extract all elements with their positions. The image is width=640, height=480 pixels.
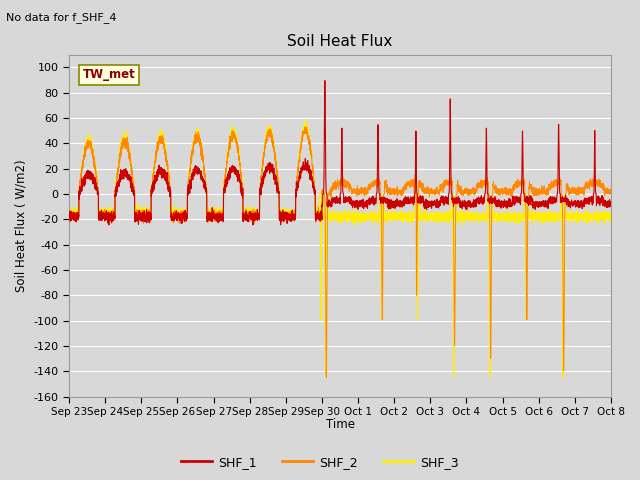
Legend: SHF_1, SHF_2, SHF_3: SHF_1, SHF_2, SHF_3 <box>176 451 464 474</box>
Text: No data for f_SHF_4: No data for f_SHF_4 <box>6 12 117 23</box>
Y-axis label: Soil Heat Flux ( W/m2): Soil Heat Flux ( W/m2) <box>15 159 28 292</box>
X-axis label: Time: Time <box>326 419 355 432</box>
Text: TW_met: TW_met <box>83 69 136 82</box>
Title: Soil Heat Flux: Soil Heat Flux <box>287 34 393 49</box>
